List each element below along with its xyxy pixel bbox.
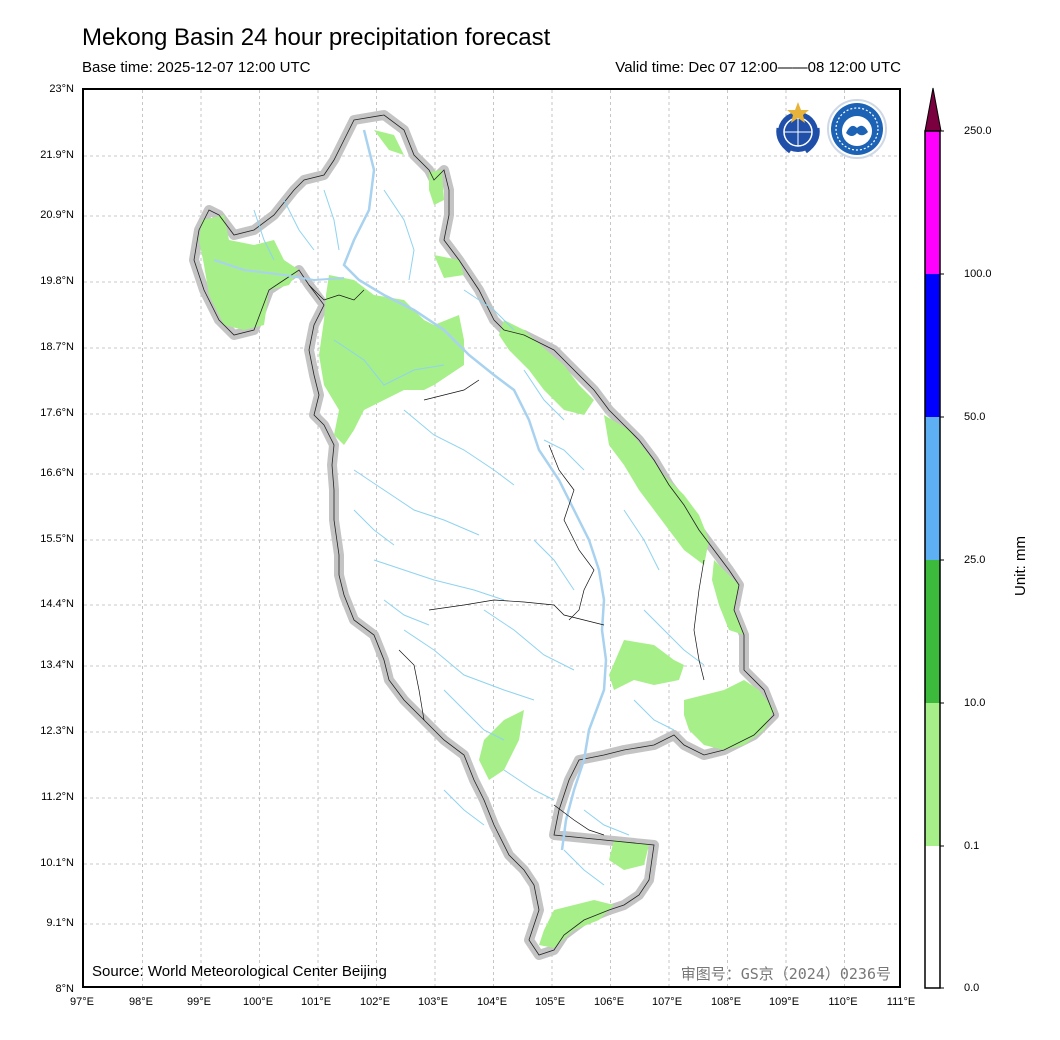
lon-label: 108°E [710,996,742,1008]
lon-label: 104°E [476,996,508,1008]
colorbar-band [925,846,940,988]
valid-time-label: Valid time: Dec 07 12:00——08 12:00 UTC [615,59,901,76]
lat-label: 18.7°N [40,341,74,353]
lat-label: 20.9°N [40,209,74,221]
lon-label: 98°E [129,996,153,1008]
colorbar-tick-label: 25.0 [964,554,986,566]
lat-label: 9.1°N [46,917,74,929]
colorbar-band [925,417,940,560]
colorbar-band [925,703,940,846]
cma-logo-icon [827,99,887,159]
basin-interior [193,114,775,956]
colorbar-band [925,560,940,703]
colorbar-tick-label: 0.1 [964,840,980,852]
lat-label: 19.8°N [40,275,74,287]
lat-label: 13.4°N [40,659,74,671]
lon-label: 103°E [417,996,449,1008]
colorbar-tick-label: 250.0 [964,125,992,137]
colorbar-tick-label: 10.0 [964,697,986,709]
lon-label: 109°E [768,996,800,1008]
lat-label: 8°N [55,983,74,995]
colorbar-tick-label: 0.0 [964,982,980,994]
lon-label: 111°E [886,996,916,1008]
colorbar-unit-label: Unit: mm [1012,536,1029,596]
wmo-logo-icon [776,102,820,154]
map-approval-number: 审图号：GS京（2024）0236号 [680,965,891,983]
country-borders [308,284,705,836]
colorbar-tick-label: 50.0 [964,411,986,423]
colorbar-band [925,131,940,274]
lat-label: 15.5°N [40,533,74,545]
lon-label: 107°E [651,996,683,1008]
lat-label: 11.2°N [41,791,74,803]
lat-label: 16.6°N [40,467,74,479]
lat-label: 21.9°N [40,149,74,161]
lat-label: 10.1°N [40,857,74,869]
basin-map [84,90,899,986]
lat-label: 14.4°N [40,598,74,610]
river-network [213,129,705,886]
base-time-label: Base time: 2025-12-07 12:00 UTC [82,59,311,76]
colorbar-band [925,274,940,417]
lon-label: 100°E [242,996,274,1008]
lat-label: 12.3°N [40,725,74,737]
colorbar-extend-arrow [924,87,942,132]
lon-label: 99°E [187,996,211,1008]
colorbar-tick-label: 100.0 [964,268,992,280]
lon-label: 110°E [828,996,858,1008]
lon-label: 102°E [359,996,391,1008]
lon-label: 106°E [593,996,625,1008]
lat-label: 23°N [49,83,74,95]
lat-label: 17.6°N [40,407,74,419]
lon-label: 101°E [300,996,332,1008]
chart-title: Mekong Basin 24 hour precipitation forec… [82,24,551,51]
colorbar [924,87,944,989]
lon-label: 105°E [534,996,566,1008]
lon-label: 97°E [70,996,94,1008]
precip-light-patches [199,130,774,948]
map-panel: Source: World Meteorological Center Beij… [82,88,901,988]
source-label: Source: World Meteorological Center Beij… [92,963,387,980]
